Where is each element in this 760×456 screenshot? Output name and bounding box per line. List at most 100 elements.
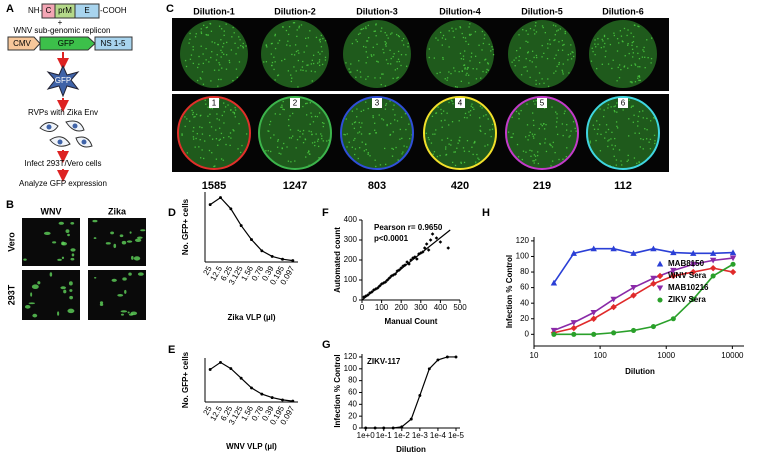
well-speck (601, 38, 603, 41)
well-speck (526, 52, 529, 54)
well-speck (192, 62, 194, 65)
cell-speck (70, 257, 75, 261)
well-speck (615, 121, 618, 123)
well-speck (613, 34, 616, 37)
well-speck (314, 115, 317, 118)
well-speck (203, 24, 205, 27)
well-speck (286, 146, 288, 148)
well-speck (642, 49, 644, 51)
well-speck (638, 161, 640, 163)
well-speck (520, 74, 523, 76)
wells: 1 2 3 4 5 6 (177, 20, 660, 170)
point (650, 323, 656, 330)
well-speck (277, 140, 279, 142)
well-speck (616, 127, 619, 129)
well-speck (210, 30, 213, 32)
cell-speck (28, 302, 36, 305)
well-speck (650, 62, 652, 64)
well-speck (529, 27, 532, 30)
well-speck (300, 69, 302, 71)
well-speck (396, 120, 399, 122)
x-axis-title: Manual Count (385, 317, 438, 326)
well-speck (390, 122, 392, 125)
cell-speck (93, 276, 97, 279)
well-speck (241, 144, 243, 147)
well-speck (396, 61, 398, 63)
well-speck (188, 42, 190, 44)
well-speck (293, 54, 296, 56)
well-speck (400, 54, 403, 56)
well-speck (476, 153, 478, 156)
well-speck (479, 125, 482, 127)
well-speck (397, 76, 399, 79)
well-speck (278, 152, 280, 154)
annotation: Pearson r= 0.9650 (374, 223, 443, 232)
well-speck (535, 66, 537, 68)
well-speck (382, 119, 385, 121)
well-speck (365, 27, 367, 30)
well-speck (534, 33, 536, 35)
well-speck (293, 66, 295, 68)
well-speck (527, 139, 529, 141)
well-speck (345, 118, 347, 120)
well-speck (392, 56, 394, 58)
well-speck (281, 60, 283, 62)
well-speck (530, 155, 532, 157)
well-speck (454, 70, 456, 72)
well-speck (220, 56, 222, 58)
well-speck (245, 133, 248, 135)
line (553, 247, 734, 284)
well-speck (603, 35, 606, 38)
well-speck (556, 113, 558, 115)
well-speck (618, 64, 621, 66)
well-speck (223, 34, 225, 37)
well-speck (274, 79, 276, 81)
point (610, 303, 617, 311)
well-speck (439, 31, 442, 34)
well-speck (452, 161, 454, 164)
well-speck (457, 142, 459, 144)
well-speck (529, 76, 531, 79)
well-speck (385, 59, 388, 61)
well-speck (274, 35, 276, 37)
well-speck (442, 110, 445, 112)
well-speck (321, 50, 323, 53)
well-speck (518, 55, 520, 58)
well-speck (620, 35, 623, 37)
well-speck (637, 66, 639, 68)
cell-speck (61, 256, 65, 260)
well-speck (215, 138, 218, 140)
construct-e: E (84, 6, 89, 15)
well-speck (374, 77, 376, 79)
well-speck (569, 53, 572, 55)
well-speck (463, 64, 465, 67)
well-speck (192, 113, 194, 116)
well-speck (242, 42, 244, 45)
well-speck (646, 129, 648, 131)
well-speck (478, 158, 480, 161)
well-speck (450, 72, 452, 75)
y-axis-title: Infection % Control (505, 255, 514, 328)
well-speck (465, 40, 467, 43)
well-speck (203, 157, 205, 160)
well-speck (201, 133, 204, 135)
well-speck (316, 115, 319, 118)
well-speck (381, 118, 383, 120)
well-speck (533, 137, 535, 139)
cell-speck (120, 313, 124, 316)
well-speck (632, 121, 634, 123)
well-speck (197, 66, 199, 69)
well-speck (233, 32, 235, 34)
well-speck (186, 152, 189, 154)
legend-label: ZIKV Sera (668, 295, 706, 304)
well-speck (541, 25, 544, 27)
well-speck (488, 43, 490, 46)
well-speck (558, 41, 560, 43)
well-speck (269, 120, 272, 123)
well-speck (404, 113, 407, 115)
well-speck (265, 44, 267, 46)
well-speck (597, 128, 599, 130)
point (364, 426, 368, 430)
well-speck (478, 44, 480, 46)
x-tick-label: 1e-2 (394, 431, 411, 440)
